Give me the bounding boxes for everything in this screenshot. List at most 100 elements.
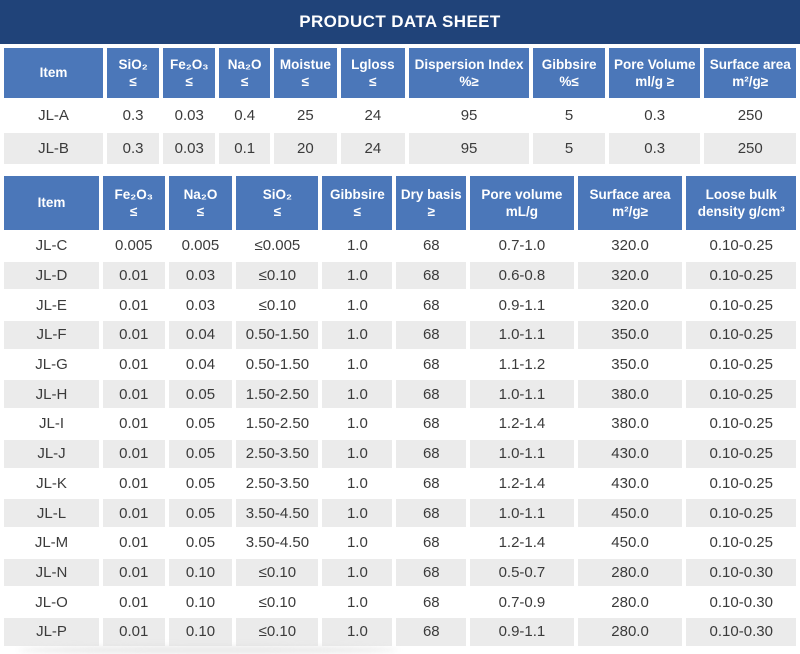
value-cell: 0.01 <box>102 469 165 498</box>
value-cell: 380.0 <box>577 380 683 409</box>
value-cell: 1.0 <box>322 528 393 557</box>
item-cell: JL-J <box>4 439 99 468</box>
table-row: JL-I 0.01 0.05 1.50-2.50 1.0 68 1.2-1.4 380.0 0.… <box>4 410 796 438</box>
value-cell: 1.0 <box>322 499 393 527</box>
value-cell: 0.10-0.25 <box>686 321 796 349</box>
value-cell: 0.005 <box>168 232 233 260</box>
table-row: JL-F 0.01 0.04 0.50-1.50 1.0 68 1.0-1.1 350.0 0.… <box>4 321 796 349</box>
value-cell: 68 <box>396 350 467 379</box>
value-cell: 0.10 <box>168 588 233 616</box>
sheet-title-bar: PRODUCT DATA SHEET <box>0 0 800 44</box>
item-cell: JL-D <box>4 261 99 290</box>
value-cell: 1.0 <box>322 439 393 468</box>
value-cell: 250 <box>704 133 796 164</box>
value-cell: 0.03 <box>163 133 216 164</box>
table-row: JL-A 0.3 0.03 0.4 25 24 95 5 0.3 250 <box>4 100 796 131</box>
value-cell: 0.9-1.1 <box>470 291 574 320</box>
value-cell: 0.04 <box>168 321 233 349</box>
value-cell: 0.05 <box>168 380 233 409</box>
header-row: Item SiO₂ ≤ Fe₂O₃ ≤ Na₂O ≤ Moistue ≤ Lgloss ≤ Dispe… <box>4 48 796 98</box>
value-cell: 1.0 <box>322 350 393 379</box>
value-cell: 0.1 <box>219 133 270 164</box>
value-cell: 0.10-0.30 <box>686 588 796 616</box>
value-cell: 380.0 <box>577 410 683 438</box>
value-cell: 1.0 <box>322 380 393 409</box>
value-cell: 0.05 <box>168 469 233 498</box>
value-cell: 320.0 <box>577 261 683 290</box>
value-cell: 280.0 <box>577 588 683 616</box>
value-cell: 0.10 <box>168 558 233 587</box>
header-cell: Fe₂O₃ ≤ <box>102 176 165 230</box>
value-cell: 0.10-0.25 <box>686 261 796 290</box>
value-cell: ≤0.10 <box>236 291 319 320</box>
value-cell: 0.5-0.7 <box>470 558 574 587</box>
table-row: JL-E 0.01 0.03 ≤0.10 1.0 68 0.9-1.1 320.0 0.10-0… <box>4 291 796 320</box>
value-cell: 1.0-1.1 <box>470 439 574 468</box>
value-cell: 68 <box>396 291 467 320</box>
value-cell: 0.50-1.50 <box>236 350 319 379</box>
value-cell: 0.10-0.25 <box>686 291 796 320</box>
item-cell: JL-A <box>4 100 104 131</box>
value-cell: 68 <box>396 558 467 587</box>
header-cell: Fe₂O₃ ≤ <box>163 48 216 98</box>
value-cell: 68 <box>396 528 467 557</box>
value-cell: 1.50-2.50 <box>236 380 319 409</box>
item-cell: JL-K <box>4 469 99 498</box>
value-cell: 320.0 <box>577 291 683 320</box>
value-cell: 0.01 <box>102 291 165 320</box>
value-cell: 5 <box>533 133 605 164</box>
value-cell: 0.3 <box>107 100 160 131</box>
value-cell: 0.10-0.25 <box>686 499 796 527</box>
value-cell: 68 <box>396 261 467 290</box>
value-cell: ≤0.10 <box>236 588 319 616</box>
header-cell: Gibbsire ≤ <box>322 176 393 230</box>
value-cell: 68 <box>396 380 467 409</box>
item-cell: JL-L <box>4 499 99 527</box>
value-cell: 95 <box>408 133 530 164</box>
value-cell: 1.0-1.1 <box>470 499 574 527</box>
value-cell: 68 <box>396 439 467 468</box>
value-cell: 1.0-1.1 <box>470 380 574 409</box>
table-row: JL-J 0.01 0.05 2.50-3.50 1.0 68 1.0-1.1 430.0 0.… <box>4 439 796 468</box>
header-cell: Dry basis ≥ <box>396 176 467 230</box>
value-cell: 0.04 <box>168 350 233 379</box>
table-row: JL-B 0.3 0.03 0.1 20 24 95 5 0.3 250 <box>4 133 796 164</box>
value-cell: ≤0.10 <box>236 617 319 646</box>
value-cell: 0.10-0.25 <box>686 380 796 409</box>
value-cell: 0.10-0.25 <box>686 232 796 260</box>
header-cell: Item <box>4 48 104 98</box>
item-cell: JL-I <box>4 410 99 438</box>
value-cell: 1.0 <box>322 291 393 320</box>
table-row: JL-N 0.01 0.10 ≤0.10 1.0 68 0.5-0.7 280.0 0.10-0… <box>4 558 796 587</box>
item-cell: JL-O <box>4 588 99 616</box>
page-title: PRODUCT DATA SHEET <box>299 12 501 31</box>
value-cell: 1.2-1.4 <box>470 410 574 438</box>
value-cell: 1.1-1.2 <box>470 350 574 379</box>
header-cell: Gibbsire %≤ <box>533 48 605 98</box>
value-cell: 68 <box>396 469 467 498</box>
value-cell: 0.10-0.25 <box>686 410 796 438</box>
value-cell: 0.01 <box>102 558 165 587</box>
value-cell: 1.0 <box>322 232 393 260</box>
value-cell: 350.0 <box>577 321 683 349</box>
value-cell: 0.05 <box>168 410 233 438</box>
value-cell: 1.50-2.50 <box>236 410 319 438</box>
value-cell: 0.01 <box>102 321 165 349</box>
item-cell: JL-E <box>4 291 99 320</box>
value-cell: 0.05 <box>168 528 233 557</box>
value-cell: 1.0 <box>322 261 393 290</box>
value-cell: 68 <box>396 499 467 527</box>
spec-table-2: Item Fe₂O₃ ≤ Na₂O ≤ SiO₂ ≤ Gibbsire ≤ Dry basis ≥ P… <box>0 174 800 648</box>
value-cell: 24 <box>340 100 405 131</box>
item-cell: JL-C <box>4 232 99 260</box>
value-cell: 95 <box>408 100 530 131</box>
value-cell: 0.05 <box>168 439 233 468</box>
value-cell: 0.01 <box>102 261 165 290</box>
value-cell: 1.0 <box>322 321 393 349</box>
value-cell: 0.10-0.25 <box>686 439 796 468</box>
value-cell: 0.4 <box>219 100 270 131</box>
value-cell: 0.3 <box>608 100 701 131</box>
value-cell: 68 <box>396 232 467 260</box>
value-cell: 1.0 <box>322 617 393 646</box>
value-cell: 0.3 <box>107 133 160 164</box>
